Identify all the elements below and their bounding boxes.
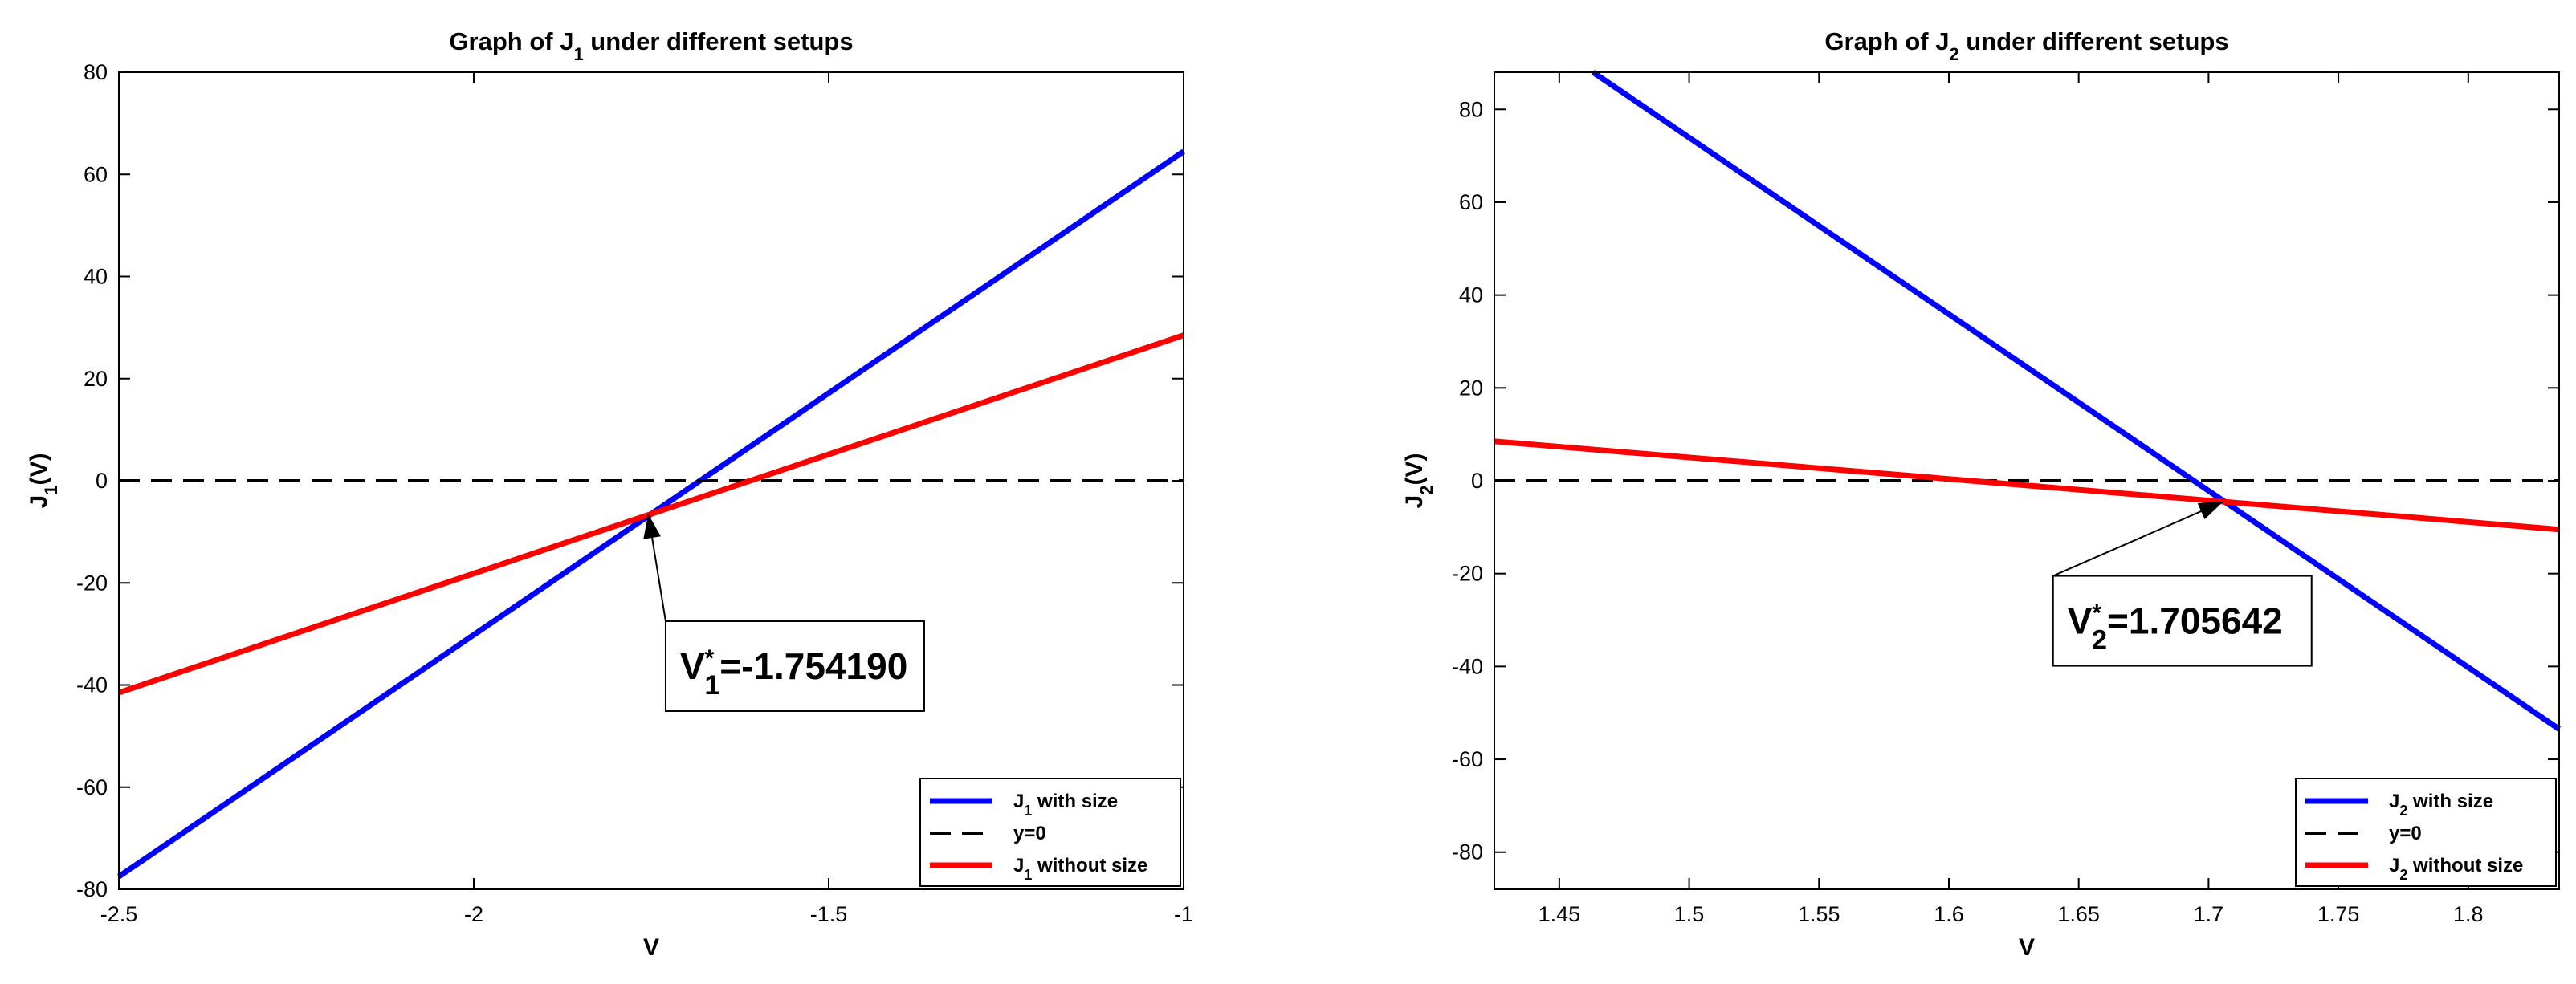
legend-label-rest: with size	[2407, 791, 2493, 812]
x-tick-label: -2.5	[100, 902, 138, 926]
annotation-arrow-head	[643, 514, 661, 539]
legend-label-1: J2 with size	[2389, 791, 2493, 819]
legend-label-main: J	[2389, 855, 2399, 876]
chart-title: Graph of J2 under different setups	[1824, 27, 2228, 64]
x-tick-label: 1.75	[2317, 902, 2360, 926]
legend-label-2: y=0	[2389, 823, 2422, 844]
y-tick-label: -40	[76, 673, 108, 697]
annotation-text: V* 1=-1.754190	[680, 644, 907, 701]
chart-title-subscript: 1	[573, 44, 583, 64]
x-tick-label: 1.6	[1934, 902, 1964, 926]
x-tick-label: 1.5	[1674, 902, 1705, 926]
x-tick-label: -2	[464, 902, 483, 926]
y-tick-label: 40	[84, 265, 108, 289]
chart-title-rest: under different setups	[584, 27, 854, 55]
y-axis-label-main: J	[1401, 495, 1428, 509]
legend-label-main: y=0	[2389, 823, 2422, 844]
legend-label-subscript: 1	[1024, 803, 1032, 819]
y-tick-label: -40	[1452, 654, 1483, 678]
y-axis-label-rest: (V)	[26, 453, 52, 486]
x-tick-label: 1.65	[2057, 902, 2100, 926]
annotation-arrow-head	[2197, 502, 2223, 520]
y-axis-label-subscript: 2	[1416, 486, 1437, 495]
annotation-arrow-line	[2052, 501, 2224, 577]
y-tick-label: -60	[76, 775, 108, 799]
x-tick-label: -1	[1174, 902, 1193, 926]
chart-title-rest: under different setups	[1959, 27, 2229, 55]
y-tick-label: -20	[1452, 562, 1483, 586]
x-axis-label: V	[643, 934, 659, 961]
chart-title-subscript: 2	[1949, 44, 1958, 64]
annotation-text: V* 2=1.705642	[2068, 600, 2283, 656]
annotation-value: =-1.754190	[719, 645, 907, 687]
y-axis-label: J2(V)	[1401, 453, 1437, 509]
y-tick-label: -60	[1452, 747, 1483, 771]
y-tick-label: -20	[76, 571, 108, 595]
x-tick-label: 1.45	[1539, 902, 1581, 926]
y-axis-label: J1(V)	[26, 453, 61, 509]
annotation-value: =1.705642	[2107, 600, 2283, 642]
annotation-box	[664, 620, 925, 712]
y-tick-label: 20	[84, 367, 108, 391]
annotation-superscript: *	[2092, 600, 2101, 626]
y-tick-label: 40	[1459, 283, 1483, 307]
legend-label-main: J	[2389, 791, 2399, 812]
legend-label-2: y=0	[1013, 823, 1046, 844]
x-tick-label: 1.7	[2194, 902, 2224, 926]
legend-label-3: J2 without size	[2389, 855, 2523, 883]
annotation-subscript: 2	[2092, 625, 2107, 656]
chart-title: Graph of J1 under different setups	[449, 27, 853, 64]
legend-label-main: J	[1013, 855, 1024, 876]
annotation-var: V	[2068, 600, 2093, 642]
series-line-3	[117, 332, 1185, 696]
y-tick-label: -80	[1452, 840, 1483, 864]
chart-title-main: Graph of J	[449, 27, 573, 55]
legend-label-main: J	[1013, 791, 1024, 812]
y-tick-label: 80	[84, 60, 108, 84]
y-axis-label-main: J	[26, 495, 52, 509]
x-tick-label: -1.5	[810, 902, 848, 926]
legend-label-subscript: 2	[2399, 867, 2407, 883]
legend-label-3: J1 without size	[1013, 855, 1147, 883]
legend-label-subscript: 2	[2399, 803, 2407, 819]
y-axis-label-rest: (V)	[1401, 453, 1428, 486]
y-tick-label: 0	[96, 469, 108, 493]
legend-label-rest: with size	[1032, 791, 1118, 812]
y-tick-label: 80	[1459, 97, 1483, 121]
y-axis-label-subscript: 1	[41, 486, 61, 495]
legend-label-1: J1 with size	[1013, 791, 1118, 819]
chart-title-main: Graph of J	[1824, 27, 1949, 55]
x-axis-label: V	[2019, 934, 2035, 961]
annotation-subscript: 1	[704, 670, 719, 701]
legend-label-subscript: 1	[1024, 867, 1032, 883]
series-line-1	[1591, 70, 2561, 732]
series-line-3	[1494, 438, 2560, 533]
annotation-var: V	[680, 645, 705, 687]
chart-panel-1: Graph of J1 under different setups-2.5 -2…	[26, 27, 1193, 961]
y-tick-label: 60	[84, 162, 108, 186]
legend-label-rest: without size	[1032, 855, 1147, 876]
y-tick-label: 20	[1459, 376, 1483, 400]
annotation-box	[2052, 575, 2313, 667]
y-tick-label: -80	[76, 877, 108, 901]
x-tick-label: 1.8	[2453, 902, 2484, 926]
series-group	[1494, 70, 2561, 732]
series-group	[117, 148, 1185, 879]
y-tick-label: 0	[1471, 469, 1483, 493]
x-tick-label: 1.55	[1798, 902, 1840, 926]
legend-label-rest: without size	[2407, 855, 2523, 876]
y-tick-label: 60	[1459, 190, 1483, 214]
annotation-superscript: *	[705, 644, 715, 671]
legend-label-main: y=0	[1013, 823, 1046, 844]
